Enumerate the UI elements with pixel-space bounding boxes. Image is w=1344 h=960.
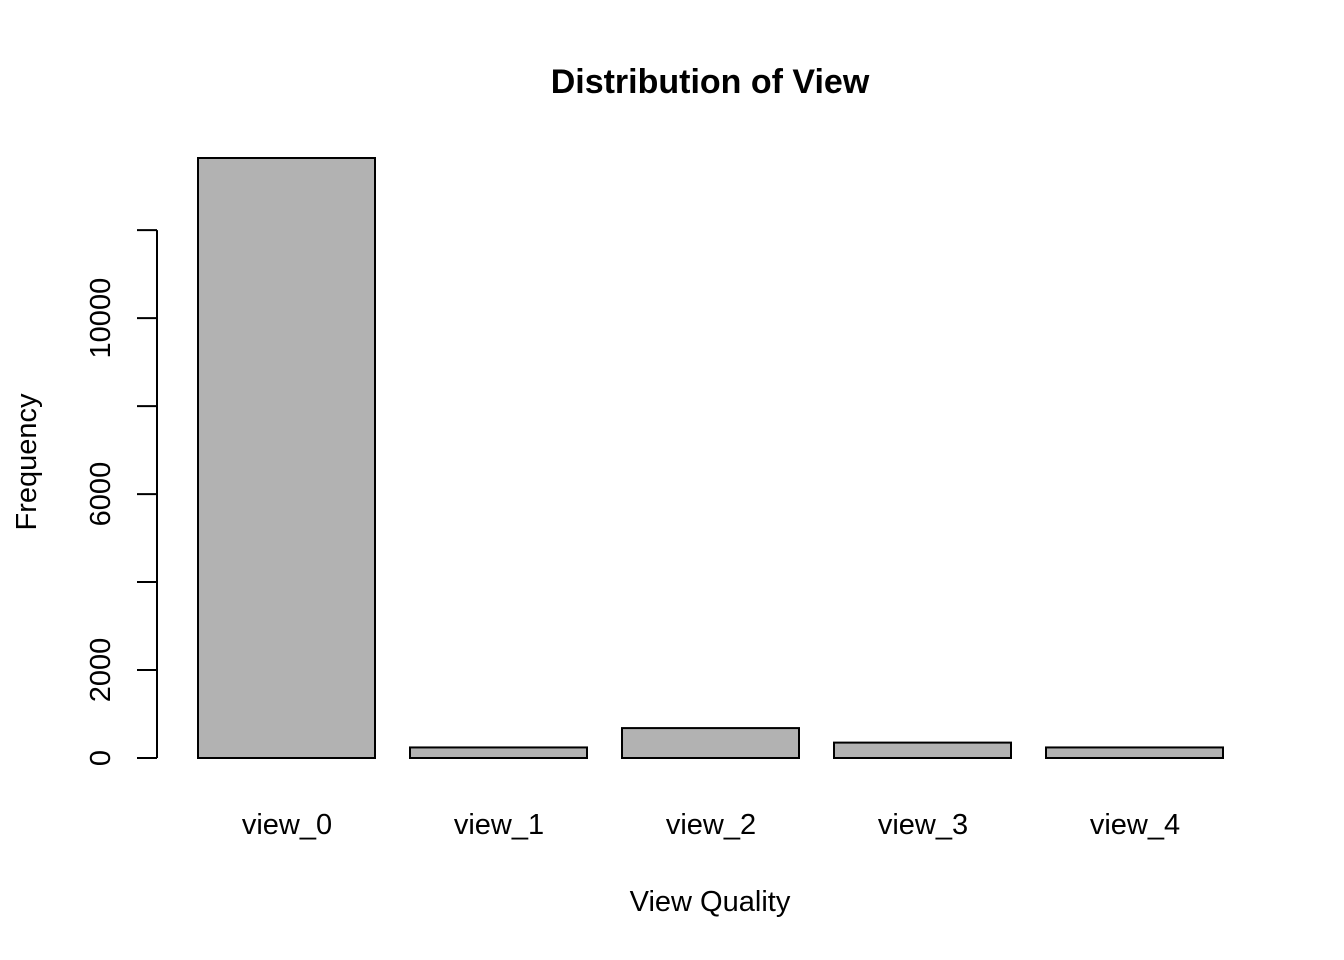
bar-view_2 [621, 727, 800, 759]
chart-title: Distribution of View [551, 63, 870, 101]
x-tick-label: view_0 [242, 809, 332, 841]
bar-view_4 [1045, 746, 1224, 759]
y-tick-label: 2000 [85, 638, 117, 703]
x-tick-label: view_3 [878, 809, 968, 841]
y-tick-label: 6000 [85, 462, 117, 527]
x-axis-label: View Quality [630, 886, 791, 918]
x-tick-label: view_1 [454, 809, 544, 841]
bars-group [197, 157, 1224, 760]
y-axis-label: Frequency [11, 393, 43, 531]
bar-view_0 [197, 157, 376, 759]
y-axis: 0 2000 6000 10000 [85, 229, 158, 766]
y-tick-label: 10000 [85, 278, 117, 359]
bar-view_3 [833, 741, 1012, 760]
x-tick-label: view_4 [1090, 809, 1180, 841]
x-tick-labels: view_0 view_1 view_2 view_3 view_4 [242, 809, 1180, 841]
x-tick-label: view_2 [666, 809, 756, 841]
bar-view_1 [409, 746, 588, 759]
y-tick-label: 0 [85, 750, 117, 766]
